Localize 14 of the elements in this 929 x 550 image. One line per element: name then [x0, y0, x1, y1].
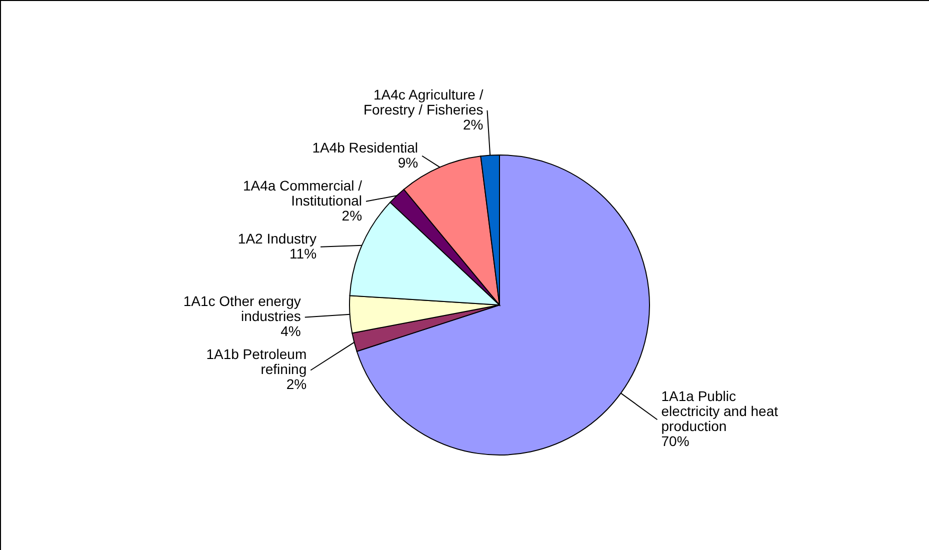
slice-label: 1A4a Commercial / Institutional: [242, 177, 362, 208]
data-label: 11%: [290, 245, 317, 262]
data-label: 2%: [463, 116, 484, 132]
slice-label: 1A1b Petroleum refining: [206, 346, 307, 378]
slice-label: 1A4c Agriculture / Forestry / Fisheries: [363, 86, 484, 118]
slice-label: 1A2 Industry: [238, 230, 317, 246]
slice-label: 1A1c Other energy industries: [183, 293, 301, 324]
data-label: 9%: [398, 154, 418, 170]
data-label: 70%: [661, 433, 690, 450]
data-label: 2%: [286, 376, 307, 392]
slice-label: 1A4b Residential: [312, 139, 418, 156]
slice-label: 1A1a Public electricity and heat production: [661, 388, 778, 434]
data-label: 2%: [342, 207, 362, 224]
data-label: 4%: [280, 323, 301, 340]
